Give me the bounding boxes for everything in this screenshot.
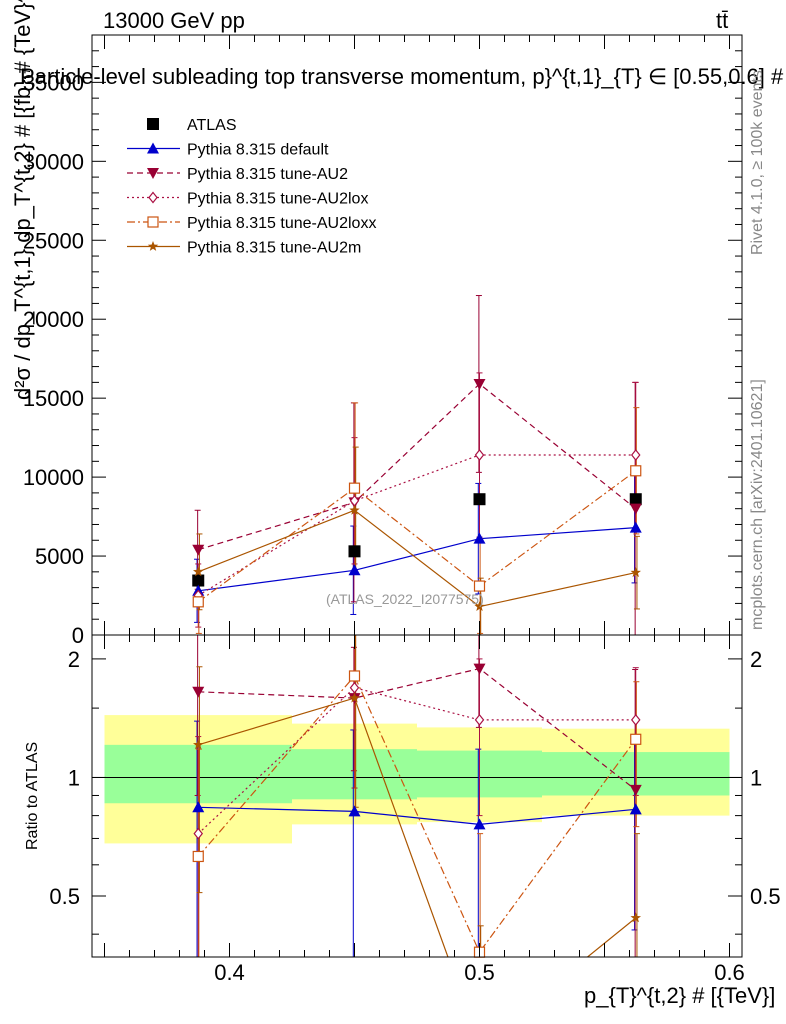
point-au2lox-2: [474, 449, 485, 461]
point-data-1: [348, 545, 361, 558]
x-tick-label: 0.6: [714, 960, 745, 985]
chart-title: Particle-level subleading top transverse…: [20, 64, 786, 89]
y-tick-label: 25000: [23, 228, 84, 253]
y-tick-label: 30000: [23, 149, 84, 174]
point-data-3: [629, 493, 642, 506]
y-tick-label: 35000: [23, 70, 84, 95]
ratio-line-au2lox: [197, 687, 636, 835]
point-au2-0: [192, 544, 205, 556]
ratio-point-au2loxx-1: [348, 670, 361, 682]
ratio-line-default: [198, 806, 636, 826]
y-tick-label: 10000: [23, 465, 84, 490]
ratio-y-axis-label: Ratio to ATLAS: [24, 742, 41, 850]
ratio-point-default-3: [629, 803, 642, 815]
point-data-0: [192, 574, 205, 587]
ratio-y-tick-label-right: 2: [750, 647, 762, 672]
legend-marker-au2m: [147, 241, 159, 251]
point-au2loxx-3: [630, 465, 642, 477]
ratio-frame: [91, 634, 743, 958]
y-tick-label: 20000: [23, 307, 84, 332]
rivet-label: Rivet 4.1.0, ≥ 100k events: [749, 70, 766, 255]
ratio-point-au2loxx-0: [192, 850, 204, 863]
y-tick-label: 15000: [23, 386, 84, 411]
ratio-point-au2m-1: [349, 692, 360, 703]
ratio-point-au2m-0: [193, 739, 204, 750]
y-axis-label: d²σ / dp_T^{t,1} dp_T^{t,2} # [{fb} # {T…: [10, 0, 35, 400]
point-au2m-0: [193, 566, 204, 577]
point-au2loxx-0: [192, 596, 204, 608]
ratio-y-tick-label: 2: [68, 647, 80, 672]
ratio-uncertainty-bands: [92, 715, 742, 844]
point-default-3: [629, 521, 642, 533]
series-line-default: [198, 527, 636, 592]
legend: ATLAS Pythia 8.315 default Pythia 8.315 tu…: [127, 117, 376, 257]
legend-label-au2: Pythia 8.315 tune-AU2: [187, 166, 348, 183]
ratio-point-au2-0: [192, 686, 205, 698]
ratio-y-tick-label: 1: [68, 765, 80, 790]
ratio-line-au2m: [198, 697, 637, 957]
point-au2m-1: [349, 504, 360, 515]
ratio-point-au2loxx-3: [630, 733, 642, 745]
point-au2m-3: [630, 567, 641, 578]
ratio-axes: 0.5 0.5 1 1 2 2 0.4 0.5 0.6: [49, 635, 781, 985]
ratio-point-au2lox-1: [349, 681, 360, 694]
ratio-point-au2m-3: [630, 912, 641, 923]
series-line-au2lox: [197, 454, 636, 597]
ratio-point-default-1: [348, 805, 361, 817]
process-label: tt̄: [716, 8, 728, 33]
energy-label: 13000 GeV pp: [103, 8, 245, 33]
ratio-line-au2: [198, 667, 637, 791]
legend-label-au2m: Pythia 8.315 tune-AU2m: [187, 240, 361, 257]
ratio-point-au2lox-3: [630, 713, 641, 726]
point-au2m-2: [474, 601, 485, 611]
point-au2lox-1: [349, 494, 360, 507]
legend-marker-au2lox: [148, 191, 158, 204]
point-data-2: [473, 493, 486, 506]
point-au2-3: [629, 503, 642, 515]
series-line-au2loxx: [197, 470, 637, 603]
point-default-2: [473, 532, 486, 544]
legend-label-data: ATLAS: [187, 117, 237, 134]
ratio-point-default-0: [192, 801, 205, 813]
y-zero-label: 0: [72, 623, 84, 648]
legend-marker-au2loxx: [147, 216, 159, 228]
ratio-point-au2-3: [629, 784, 642, 796]
point-au2lox-3: [630, 449, 641, 461]
point-default-1: [348, 564, 361, 576]
ratio-line-au2loxx: [197, 674, 637, 954]
x-tick-label: 0.5: [464, 960, 495, 985]
legend-label-default: Pythia 8.315 default: [187, 142, 329, 159]
ratio-point-au2-2: [473, 663, 486, 675]
ratio-y-tick-label-right: 0.5: [750, 884, 781, 909]
main-series-group: [192, 295, 642, 636]
legend-label-au2loxx: Pythia 8.315 tune-AU2loxx: [187, 215, 376, 232]
series-line-au2: [198, 383, 637, 551]
legend-marker-default: [147, 142, 159, 154]
ratio-y-tick-label: 0.5: [49, 884, 80, 909]
series-line-au2m: [198, 509, 636, 608]
y-tick-label: 5000: [35, 544, 84, 569]
point-au2-2: [473, 378, 486, 390]
ratio-point-default-2: [473, 818, 486, 830]
source-label: mcplots.cern.ch [arXiv:2401.10621]: [749, 379, 766, 630]
x-tick-label: 0.4: [214, 960, 245, 985]
analysis-watermark: (ATLAS_2022_I2077575): [326, 591, 484, 607]
legend-label-au2lox: Pythia 8.315 tune-AU2lox: [187, 191, 368, 208]
legend-marker-data: [147, 118, 159, 130]
point-au2loxx-2: [473, 580, 486, 592]
ratio-point-au2lox-2: [474, 713, 485, 726]
point-au2loxx-1: [348, 482, 361, 494]
main-axes: 5000 10000 15000 20000 25000 30000 35000 0: [23, 35, 742, 648]
ratio-point-au2lox-0: [193, 827, 204, 840]
x-axis-label: p_{T}^{t,2} # [{TeV}]: [584, 983, 775, 1008]
legend-marker-au2: [147, 168, 159, 179]
ratio-y-tick-label-right: 1: [750, 765, 762, 790]
